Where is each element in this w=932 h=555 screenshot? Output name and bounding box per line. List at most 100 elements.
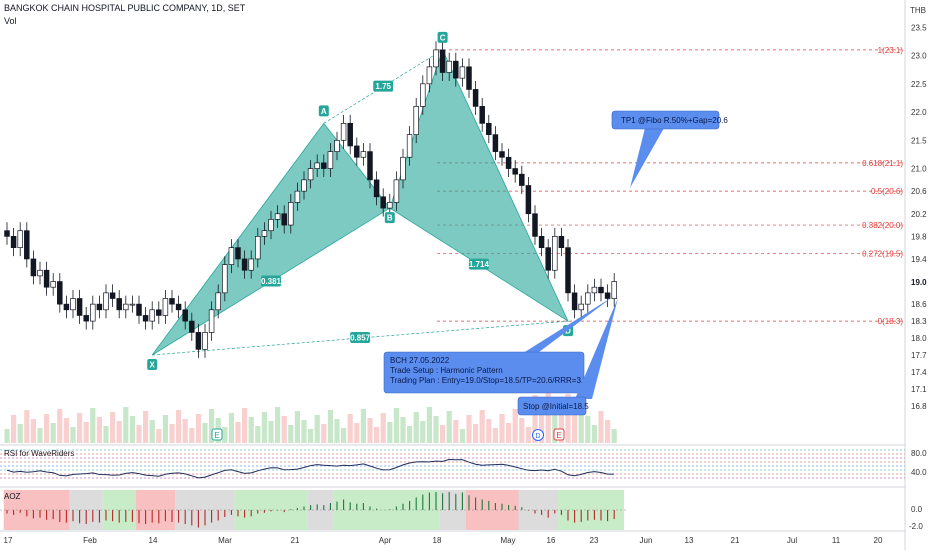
volume-bar [182, 419, 188, 443]
tp-callout[interactable]: TP1 @Fibo R.50%+Gap=20.6 [611, 110, 728, 188]
rsi-tick-1: 40.0 [911, 468, 927, 477]
stop-callout-pointer [575, 298, 618, 399]
volume-bar [11, 415, 17, 443]
volume-bar [228, 413, 234, 443]
volume-bar [539, 404, 545, 443]
ratio-badge [468, 258, 489, 270]
price-axis[interactable]: 23.5 23.0 22.5 22.0 21.5 21.0 20.6 20.2 19.8 19.4… [911, 23, 927, 411]
volume-bar [473, 424, 479, 443]
volume-bar [466, 415, 472, 443]
candle-body [156, 309, 162, 316]
dividend-marker[interactable]: D [532, 429, 544, 441]
volume-bar [17, 424, 23, 443]
volume-bar [367, 418, 373, 443]
volume-bar [407, 426, 413, 443]
volume-bar [585, 416, 591, 443]
candle-body [17, 230, 23, 248]
aoz-tick-0: 0.0 [911, 505, 923, 514]
candle-body [175, 303, 182, 311]
volume-bar [103, 426, 109, 443]
fib-label: 0.618(21.1) [862, 159, 903, 168]
candle-body [314, 162, 320, 169]
stop-callout-text: Stop @Initial=18.5 [523, 402, 589, 411]
volume-bar [268, 421, 274, 443]
candle-body [294, 190, 301, 203]
volume-bar [525, 427, 531, 443]
earnings-marker-1[interactable]: E [211, 428, 223, 441]
candle-body [486, 122, 492, 135]
volume-bar [169, 424, 175, 443]
volume-bar [30, 419, 36, 443]
volume-bar [341, 428, 347, 443]
candle-body [63, 303, 70, 311]
rsi-pane: RSI for WaveRiders 80.0 40.0 [0, 449, 927, 479]
volume-bar [308, 429, 314, 443]
volume-bar [387, 422, 393, 443]
volume-bar [354, 423, 360, 443]
volume-bar [24, 410, 30, 443]
candle-body [558, 236, 565, 249]
setup-callout[interactable]: BCH 27.05.2022 Trade Setup : Harmonic Pa… [383, 296, 614, 394]
point-badge [318, 105, 329, 117]
volume-bar [327, 410, 333, 443]
fib-label: 0.5(20.6) [871, 187, 903, 196]
ratio-badge [373, 80, 394, 92]
volume-bar [499, 414, 505, 443]
harmonic-ac-line [323, 49, 443, 124]
candle-body [400, 156, 406, 181]
volume-bar [281, 416, 287, 443]
candle-body [426, 66, 433, 85]
volume-bar [519, 418, 525, 443]
candle-body [578, 303, 584, 311]
candle-body [222, 264, 228, 294]
candle-body [545, 247, 551, 271]
point-b: B [384, 212, 395, 224]
volume-bar [532, 395, 538, 443]
volume-bar [90, 408, 96, 443]
candle-body [215, 292, 221, 311]
price-tick: 17.1 [911, 385, 927, 394]
volume-bar [37, 428, 43, 443]
candle-body [459, 66, 466, 79]
candle-body [162, 298, 169, 316]
candle-body [472, 89, 479, 107]
last-price-label: 19.0 [911, 278, 927, 287]
volume-bar [209, 409, 215, 443]
volume-bar [611, 429, 617, 443]
candle-body [288, 202, 294, 226]
price-tick: 19.4 [911, 255, 927, 264]
price-tick: 20.2 [911, 210, 927, 219]
point-badge [147, 359, 158, 370]
candle-body [30, 258, 37, 277]
volume-bar [413, 412, 419, 443]
candle-body [532, 213, 538, 237]
candle-body [360, 151, 367, 158]
candle-body [241, 258, 248, 271]
date-axis[interactable]: 17 Feb 14 Mar 21 Apr 18 May 16 23 Jun 13 21 Jul 11 20 [4, 536, 883, 545]
point-label: C [440, 33, 446, 42]
volume-bar [446, 411, 452, 443]
candle-body [552, 236, 558, 271]
volume-bar [156, 429, 162, 443]
volume-bar [235, 422, 241, 443]
rsi-line [6, 458, 615, 479]
candle-body [301, 179, 307, 192]
point-label: B [387, 214, 393, 223]
ratio-badge [261, 275, 281, 287]
volume-bar [70, 427, 76, 443]
volume-bar [136, 425, 142, 443]
stop-callout[interactable]: Stop @Initial=18.5 [517, 298, 618, 416]
candle-body [50, 281, 56, 288]
ratio-text: 0.381 [261, 277, 282, 286]
earnings-marker-2[interactable]: E [553, 428, 565, 441]
ratio-text: 1.75 [375, 82, 391, 91]
volume-bar [110, 412, 116, 443]
volume-bar [176, 410, 182, 443]
volume-bar [374, 427, 380, 443]
volume-bar [605, 420, 611, 443]
volume-bar [77, 413, 83, 443]
volume-bar [96, 417, 102, 443]
aoz-pane-label: AOZ [4, 492, 21, 501]
candle-body [585, 292, 591, 305]
